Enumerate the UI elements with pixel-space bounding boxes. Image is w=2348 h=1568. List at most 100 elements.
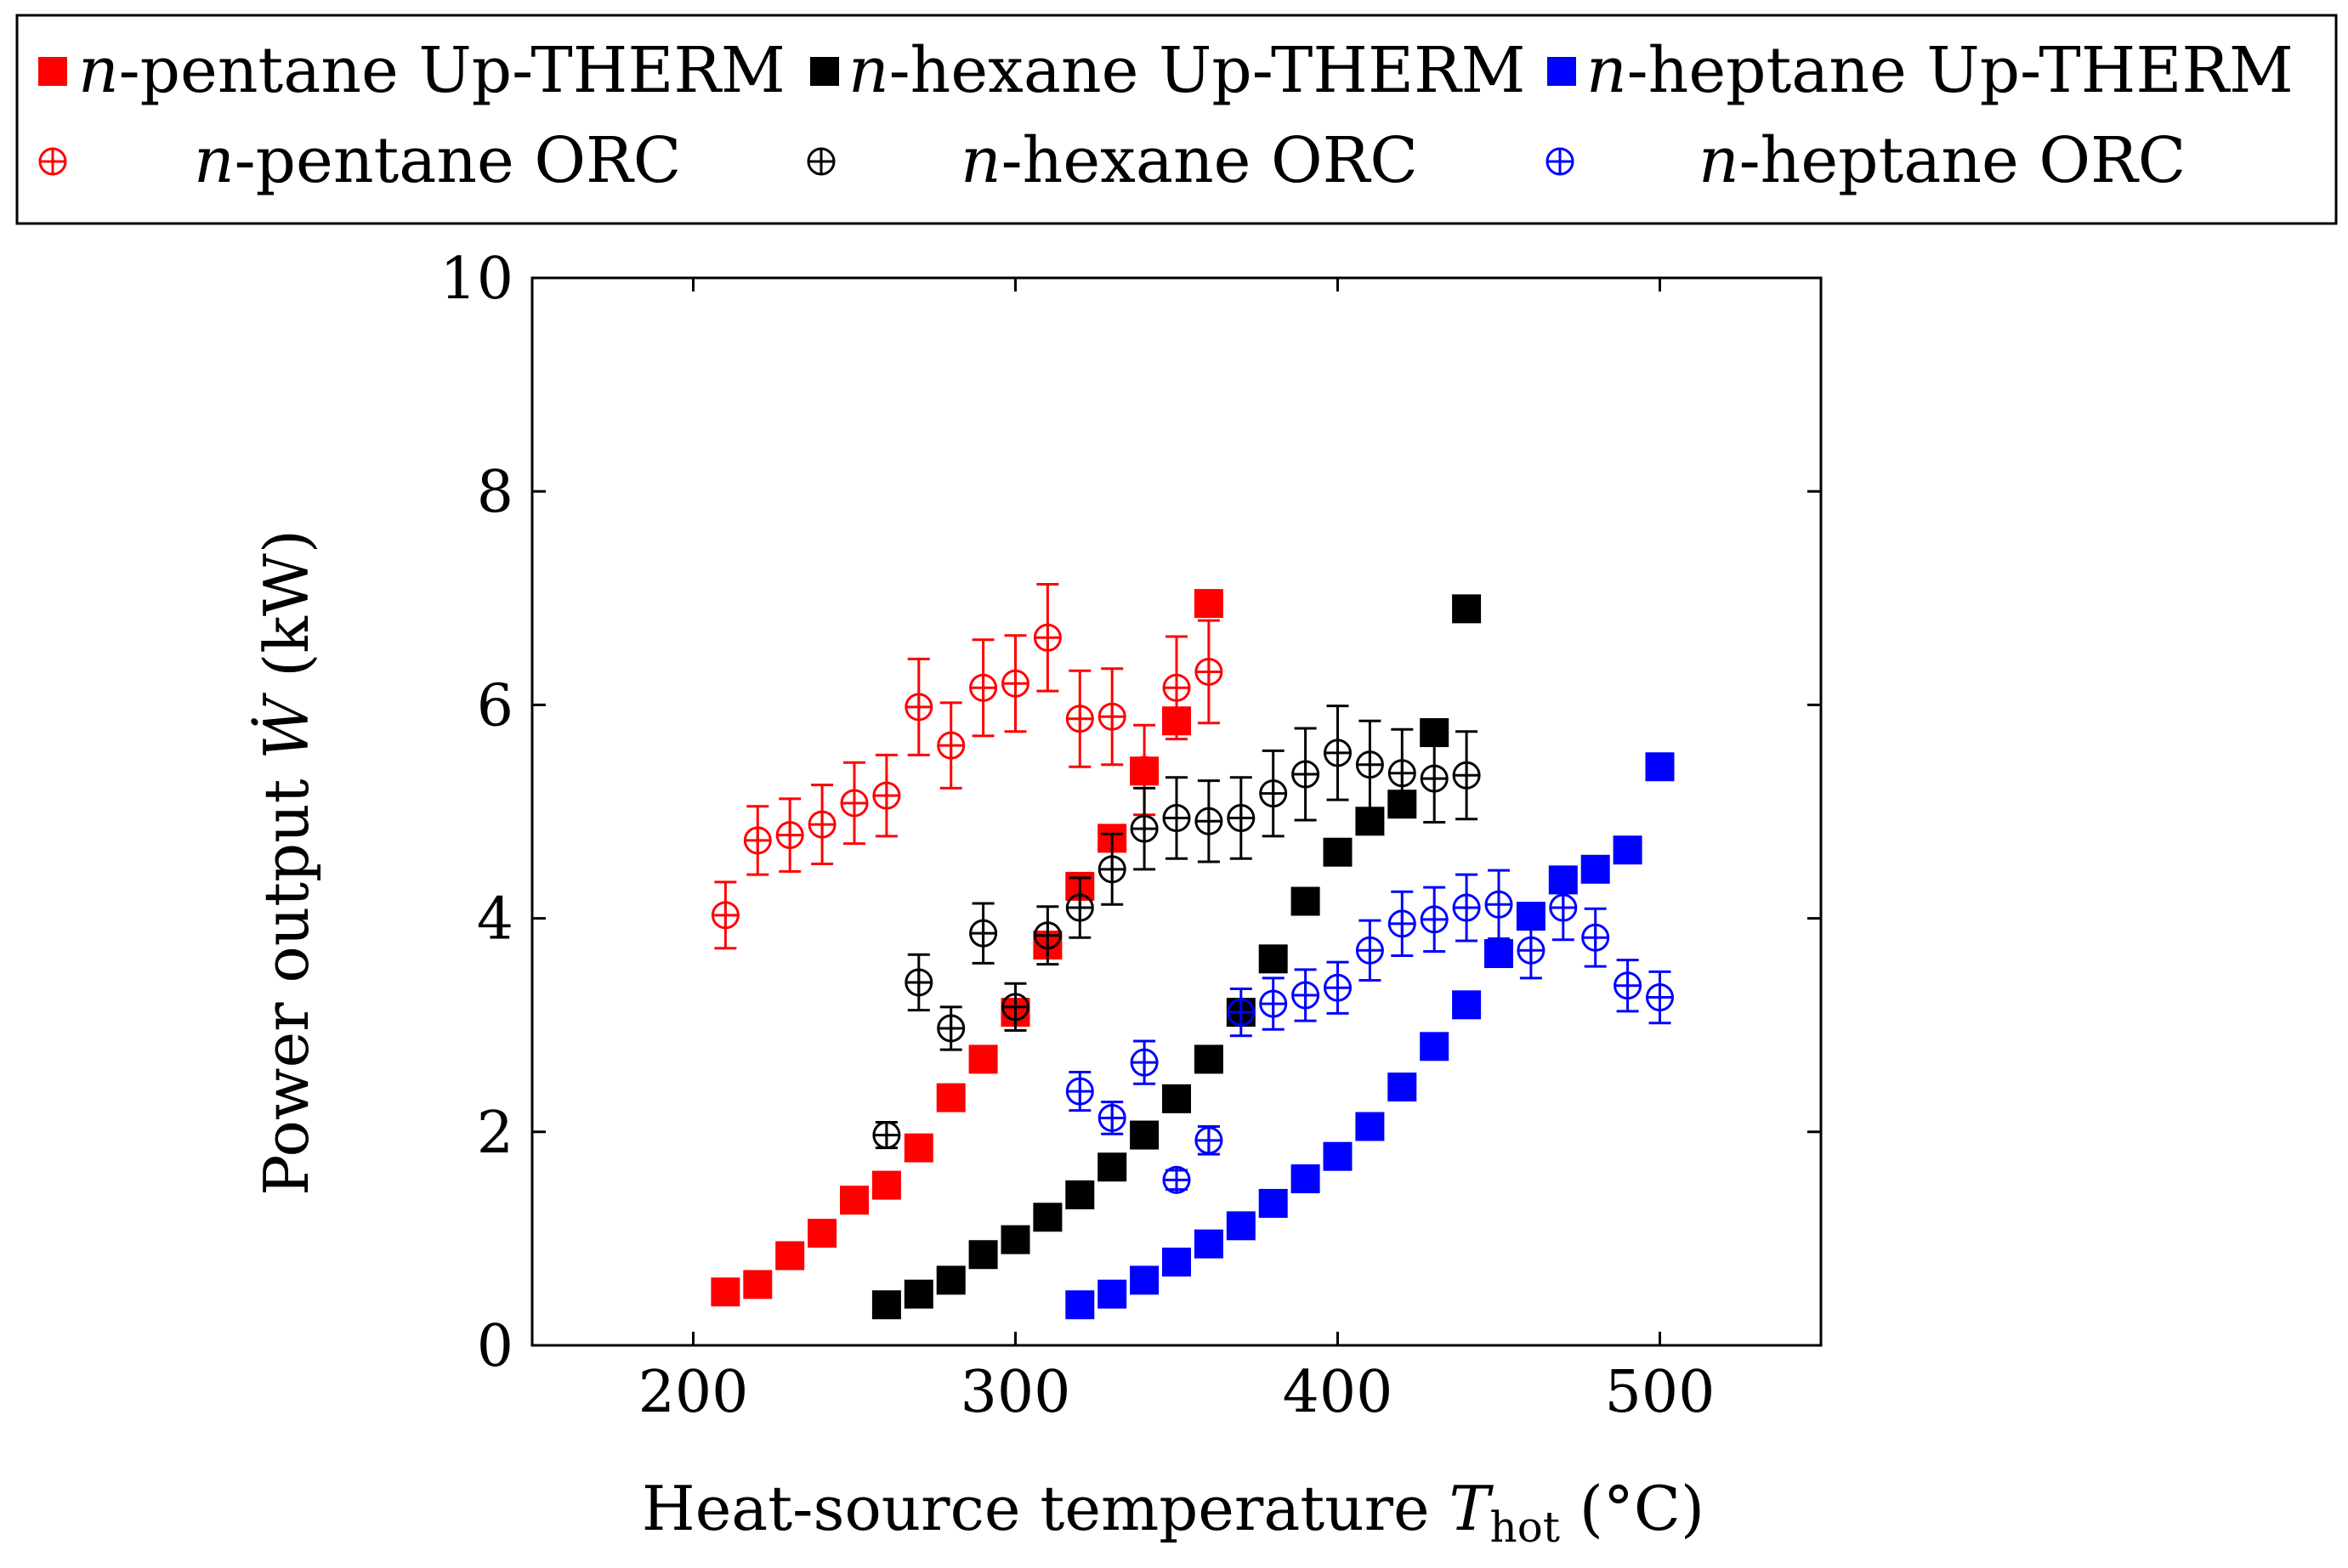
point-n-pentane-up-therm: [840, 1186, 869, 1215]
legend-entry-n-hexane-up-therm-label-italic: n: [848, 34, 889, 107]
point-n-heptane-up-therm: [1097, 1279, 1127, 1309]
legend-entry-n-heptane-up-therm-label-italic: n: [1586, 34, 1627, 107]
point-n-heptane-orc: [1581, 923, 1610, 952]
point-n-hexane-orc: [905, 968, 933, 997]
x-tick-label: 500: [1605, 1359, 1716, 1426]
legend-entry-n-pentane-up-therm: n-pentane Up-THERM: [38, 34, 786, 107]
point-n-hexane-up-therm: [871, 1290, 901, 1320]
point-n-pentane-up-therm: [968, 1044, 998, 1074]
legend-entry-n-pentane-orc-label-italic: n: [194, 124, 235, 197]
point-n-heptane-up-therm: [1130, 1265, 1160, 1295]
point-n-hexane-orc: [1324, 739, 1352, 767]
y-tick-label: 10: [440, 246, 513, 313]
point-n-heptane-orc: [1452, 893, 1481, 922]
y-tick-label: 0: [477, 1313, 513, 1380]
point-n-heptane-up-therm: [1226, 1211, 1256, 1241]
point-n-heptane-up-therm: [1387, 1073, 1417, 1102]
x-tick-label: 300: [961, 1359, 1071, 1426]
point-n-pentane-orc: [1162, 673, 1191, 702]
point-n-hexane-orc: [1355, 750, 1384, 779]
legend-entry-n-pentane-up-therm-label-rest: -pentane Up-THERM: [119, 34, 786, 107]
legend-entry-n-pentane-orc-label: n-pentane ORC: [194, 124, 681, 197]
point-n-heptane-up-therm: [1613, 835, 1642, 865]
point-n-pentane-orc: [872, 781, 901, 810]
legend-entry-n-heptane-orc: n-heptane ORC: [1545, 124, 2186, 197]
point-n-hexane-up-therm: [1355, 807, 1385, 836]
y-axis-label-unit: (kW): [251, 529, 322, 697]
point-n-hexane-up-therm: [1065, 1180, 1095, 1209]
point-n-heptane-up-therm: [1452, 990, 1482, 1020]
point-n-pentane-orc: [1001, 669, 1029, 698]
point-n-hexane-up-therm: [1452, 594, 1482, 624]
legend-entry-n-hexane-up-therm: n-hexane Up-THERM: [810, 34, 1525, 107]
point-n-heptane-up-therm: [1580, 854, 1610, 884]
point-n-hexane-orc: [1065, 893, 1094, 922]
point-n-pentane-orc: [808, 810, 837, 839]
point-n-pentane-up-therm: [936, 1083, 966, 1112]
point-n-hexane-up-therm: [1194, 1044, 1223, 1074]
point-n-hexane-orc: [969, 919, 998, 948]
point-n-pentane-orc: [937, 731, 966, 760]
point-n-hexane-orc: [1291, 760, 1320, 789]
series-n-hexane-orc: [872, 705, 1481, 1150]
point-n-hexane-up-therm: [1033, 1203, 1063, 1232]
legend: n-pentane Up-THERM n-hexane Up-THERM n-hep…: [15, 14, 2338, 225]
legend-entry-n-pentane-up-therm-label: n-pentane Up-THERM: [78, 34, 786, 107]
point-n-hexane-orc: [1259, 779, 1288, 808]
point-n-hexane-orc: [1387, 759, 1416, 788]
point-n-hexane-up-therm: [1130, 1120, 1160, 1150]
point-n-hexane-orc: [1033, 921, 1062, 950]
point-n-heptane-orc: [1324, 973, 1352, 1002]
point-n-heptane-orc: [1097, 1103, 1126, 1132]
legend-entry-n-heptane-orc-label-rest: -heptane ORC: [1739, 124, 2186, 197]
point-n-heptane-orc: [1646, 983, 1674, 1012]
legend-entry-n-heptane-orc-label: n-heptane ORC: [1699, 124, 2186, 197]
axis-ticks: [532, 276, 1821, 1347]
point-n-heptane-up-therm: [1645, 752, 1675, 782]
legend-entry-n-heptane-up-therm-label-rest: -heptane Up-THERM: [1627, 34, 2294, 107]
point-n-heptane-up-therm: [1258, 1188, 1288, 1218]
series-n-pentane-orc: [711, 582, 1223, 950]
legend-entry-n-pentane-up-therm-marker: [38, 57, 67, 86]
point-n-heptane-up-therm: [1065, 1290, 1095, 1320]
x-axis-label-unit: (°C): [1560, 1473, 1704, 1544]
point-n-hexane-up-therm: [1162, 1084, 1191, 1113]
legend-entry-n-heptane-up-therm-marker: [1547, 57, 1576, 86]
series-n-heptane-orc: [1065, 869, 1674, 1194]
series-n-heptane-up-therm: [1065, 752, 1675, 1320]
point-n-hexane-orc: [1130, 814, 1159, 843]
y-axis-label: Power output Ẇ (kW): [250, 529, 322, 1196]
point-n-heptane-up-therm: [1420, 1032, 1449, 1061]
y-tick-label: 8: [477, 459, 513, 526]
point-n-pentane-orc: [743, 826, 772, 855]
legend-entry-n-pentane-orc-marker: [38, 147, 67, 176]
point-n-pentane-up-therm: [871, 1170, 901, 1200]
point-n-heptane-up-therm: [1162, 1248, 1191, 1277]
legend-entry-n-hexane-orc-label-italic: n: [961, 124, 1001, 197]
point-n-pentane-up-therm: [1194, 589, 1223, 619]
point-n-pentane-orc: [1097, 702, 1126, 731]
legend-entry-n-pentane-up-therm-label-italic: n: [78, 34, 119, 107]
legend-entry-n-pentane-orc: n-pentane ORC: [38, 124, 681, 197]
point-n-heptane-orc: [1194, 1126, 1223, 1155]
y-axis-label-var: Ẇ: [250, 693, 322, 760]
x-axis-label-main: Heat-source temperature: [642, 1473, 1449, 1544]
y-axis-label-main: Power output: [251, 760, 322, 1196]
legend-entry-n-heptane-up-therm: n-heptane Up-THERM: [1547, 34, 2294, 107]
point-n-heptane-orc: [1420, 905, 1449, 934]
series-n-pentane-up-therm: [711, 589, 1223, 1307]
legend-entry-n-hexane-orc-label-rest: -hexane ORC: [1001, 124, 1418, 197]
legend-frame: [15, 14, 2338, 225]
legend-entry-n-hexane-orc-marker: [807, 147, 836, 176]
point-n-hexane-up-therm: [1258, 944, 1288, 974]
point-n-hexane-up-therm: [968, 1240, 998, 1270]
point-n-hexane-orc: [1194, 807, 1223, 835]
point-n-heptane-orc: [1259, 989, 1288, 1018]
legend-entry-n-hexane-up-therm-label: n-hexane Up-THERM: [848, 34, 1525, 107]
x-tick-label: 200: [638, 1359, 749, 1426]
x-axis-label: Heat-source temperature Thot (°C): [642, 1473, 1704, 1552]
legend-entry-n-hexane-orc-label: n-hexane ORC: [961, 124, 1418, 197]
point-n-pentane-orc: [1194, 657, 1223, 686]
point-n-pentane-up-therm: [743, 1270, 773, 1299]
